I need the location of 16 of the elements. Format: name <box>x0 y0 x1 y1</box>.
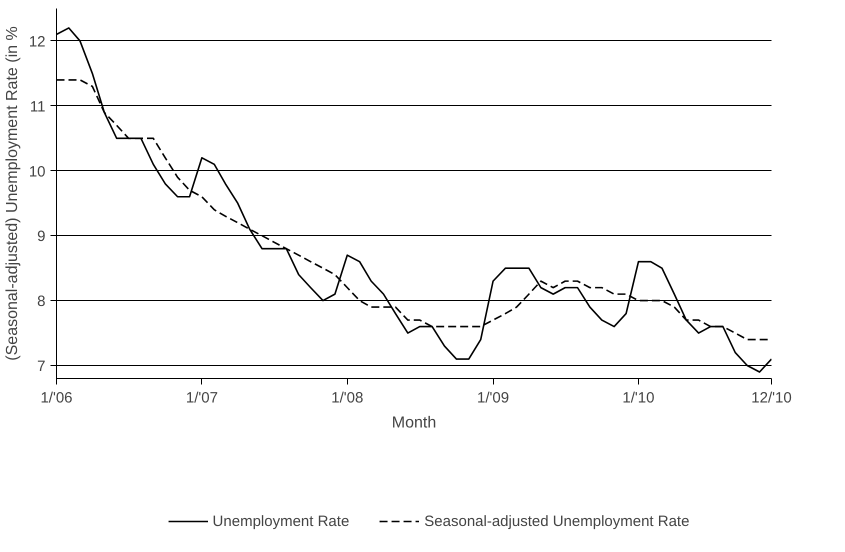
y-tick-label: 7 <box>37 358 46 376</box>
x-tick-label: 1/'07 <box>186 390 218 406</box>
x-tick-label: 1/'08 <box>331 390 364 406</box>
y-tick-label: 11 <box>30 98 46 116</box>
x-tick-label: 1/'06 <box>40 390 73 406</box>
y-tick-label: 9 <box>37 228 46 246</box>
legend-label: Seasonal-adjusted Unemployment Rate <box>424 512 690 530</box>
legend-label: Unemployment Rate <box>212 512 350 530</box>
x-tick-label: 1/'10 <box>622 390 654 406</box>
y-tick-label: 8 <box>37 293 46 310</box>
x-tick-label: 12/'10 <box>751 390 792 406</box>
x-tick-label: 1/'09 <box>477 390 510 406</box>
y-axis-title: (Seasonal-adjusted) Unemployment Rate (in % <box>4 26 21 361</box>
x-axis-title: Month <box>392 414 436 432</box>
y-tick-label: 10 <box>28 163 46 180</box>
y-tick-label: 12 <box>28 33 46 50</box>
